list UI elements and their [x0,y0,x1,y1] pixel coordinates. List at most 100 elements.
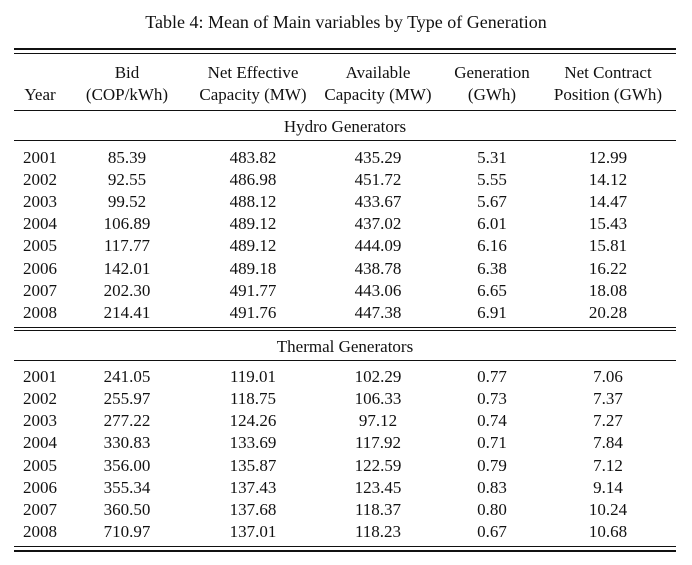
table-row: 2003 99.52 488.12 433.67 5.67 14.47 [14,191,676,213]
table-row: 2005 117.77 489.12 444.09 6.16 15.81 [14,235,676,257]
table-row: 2002 255.97 118.75 106.33 0.73 7.37 [14,388,676,410]
generation-cell: 6.91 [477,303,507,322]
header-cell: Bid [114,63,140,82]
header-cell: (GWh) [467,85,517,104]
section-rule-hydro [14,140,676,141]
table-row: 2002 92.55 486.98 451.72 5.55 14.12 [14,169,676,191]
generation-cell: 6.16 [477,236,507,255]
available-capacity-cell: 443.06 [354,281,402,300]
bottom-rule-inner [14,546,676,547]
table-row: 2007 360.50 137.68 118.37 0.80 10.24 [14,499,676,521]
available-capacity-cell: 106.33 [354,389,402,408]
year-cell: 2006 [23,259,57,278]
bid-cell: 99.52 [107,192,147,211]
table-row: 2001 85.39 483.82 435.29 5.31 12.99 [14,147,676,169]
net-contract-position-cell: 14.47 [588,192,628,211]
net-effective-capacity-cell: 133.69 [229,433,277,452]
bid-cell: 106.89 [103,214,151,233]
net-effective-capacity-cell: 119.01 [229,367,277,386]
table-row: 2001 241.05 119.01 102.29 0.77 7.06 [14,366,676,388]
generation-cell: 0.83 [477,478,507,497]
table-row: 2004 106.89 489.12 437.02 6.01 15.43 [14,213,676,235]
header-row-1: Bid Net Effective Available Generation N… [14,62,676,84]
year-cell: 2003 [23,192,57,211]
available-capacity-cell: 444.09 [354,236,402,255]
bid-cell: 710.97 [103,522,151,541]
section-divider-inner [14,330,676,331]
header-cell: Capacity (MW) [199,85,307,104]
bid-cell: 355.34 [103,478,151,497]
bid-cell: 85.39 [107,148,147,167]
header-cell: Available [345,63,411,82]
net-contract-position-cell: 16.22 [588,259,628,278]
available-capacity-cell: 102.29 [354,367,402,386]
bid-cell: 277.22 [103,411,151,430]
top-rule [14,48,676,50]
net-contract-position-cell: 18.08 [588,281,628,300]
year-cell: 2005 [23,456,57,475]
year-cell: 2002 [23,170,57,189]
net-contract-position-cell: 15.43 [588,214,628,233]
generation-cell: 6.38 [477,259,507,278]
header-cell: Generation [454,63,530,82]
generation-cell: 0.74 [477,411,507,430]
available-capacity-cell: 451.72 [354,170,402,189]
generation-cell: 0.67 [477,522,507,541]
net-effective-capacity-cell: 488.12 [229,192,277,211]
net-contract-position-cell: 20.28 [588,303,628,322]
net-contract-position-cell: 15.81 [588,236,628,255]
bid-cell: 255.97 [103,389,151,408]
table-caption: Table 4: Mean of Main variables by Type … [145,12,547,32]
bid-cell: 360.50 [103,500,151,519]
available-capacity-cell: 117.92 [354,433,402,452]
available-capacity-cell: 122.59 [354,456,402,475]
header-cell: Capacity (MW) [324,85,432,104]
year-cell: 2006 [23,478,57,497]
bid-cell: 202.30 [103,281,151,300]
table-row: 2006 355.34 137.43 123.45 0.83 9.14 [14,477,676,499]
generation-cell: 5.31 [477,148,507,167]
generation-cell: 0.71 [477,433,507,452]
year-cell: 2003 [23,411,57,430]
year-cell: 2008 [23,303,57,322]
available-capacity-cell: 447.38 [354,303,402,322]
table-row: 2008 710.97 137.01 118.23 0.67 10.68 [14,521,676,543]
bid-cell: 142.01 [103,259,151,278]
year-cell: 2002 [23,389,57,408]
year-cell: 2001 [23,367,57,386]
year-cell: 2005 [23,236,57,255]
net-effective-capacity-cell: 483.82 [229,148,277,167]
available-capacity-cell: 437.02 [354,214,402,233]
net-effective-capacity-cell: 118.75 [229,389,277,408]
available-capacity-cell: 435.29 [354,148,402,167]
generation-cell: 5.67 [477,192,507,211]
header-rule [14,110,676,111]
bid-cell: 92.55 [107,170,147,189]
available-capacity-cell: 118.23 [354,522,402,541]
bid-cell: 241.05 [103,367,151,386]
bid-cell: 214.41 [103,303,151,322]
net-effective-capacity-cell: 491.77 [229,281,277,300]
available-capacity-cell: 118.37 [354,500,402,519]
net-contract-position-cell: 7.84 [593,433,623,452]
net-contract-position-cell: 7.12 [593,456,623,475]
net-contract-position-cell: 10.68 [588,522,628,541]
net-effective-capacity-cell: 137.68 [229,500,277,519]
table-row: 2004 330.83 133.69 117.92 0.71 7.84 [14,432,676,454]
net-contract-position-cell: 9.14 [593,478,623,497]
section-rule-thermal [14,360,676,361]
year-cell: 2007 [23,500,57,519]
net-effective-capacity-cell: 137.43 [229,478,277,497]
generation-cell: 0.77 [477,367,507,386]
net-contract-position-cell: 10.24 [588,500,628,519]
available-capacity-cell: 123.45 [354,478,402,497]
bid-cell: 117.77 [103,236,151,255]
header-cell: Position (GWh) [553,85,663,104]
net-contract-position-cell: 7.27 [593,411,623,430]
table-row: 2003 277.22 124.26 97.12 0.74 7.27 [14,410,676,432]
year-cell: 2004 [23,433,57,452]
available-capacity-cell: 433.67 [354,192,402,211]
table-row: 2008 214.41 491.76 447.38 6.91 20.28 [14,302,676,324]
top-rule-inner [14,53,676,54]
bid-cell: 330.83 [103,433,151,452]
